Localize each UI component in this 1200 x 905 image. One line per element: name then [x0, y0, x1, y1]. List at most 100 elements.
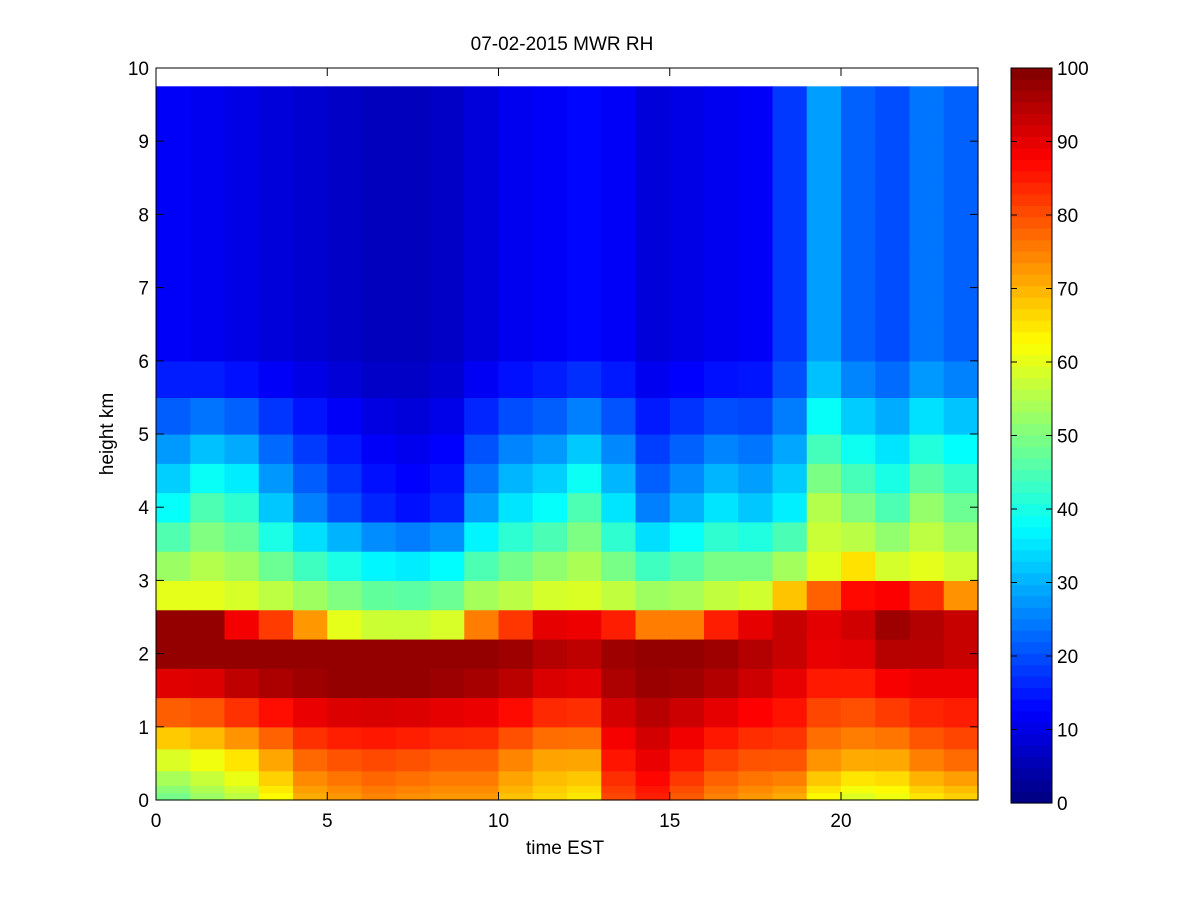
heatmap-cell — [943, 580, 979, 611]
colorbar-segment — [1011, 584, 1052, 597]
heatmap-cell — [943, 609, 979, 640]
heatmap-cell — [327, 551, 363, 581]
heatmap-cell — [567, 492, 602, 523]
heatmap-cell — [532, 287, 568, 325]
colorbar-segment — [1011, 550, 1052, 563]
heatmap-cell — [909, 86, 945, 106]
y-tick-label: 0 — [138, 791, 149, 812]
heatmap-cell — [841, 748, 876, 772]
heatmap-cell — [327, 463, 363, 494]
heatmap-cell — [327, 785, 363, 794]
heatmap-cell — [909, 748, 945, 772]
heatmap-cell — [909, 792, 945, 801]
heatmap-cell — [841, 86, 876, 106]
heatmap-cell — [772, 463, 808, 494]
heatmap-cell — [738, 86, 774, 106]
heatmap-cell — [293, 141, 328, 179]
heatmap-cell — [156, 287, 191, 325]
heatmap-cell — [190, 726, 226, 750]
heatmap-cell — [943, 251, 979, 289]
colorbar-segment — [1011, 68, 1052, 81]
colorbar-segment — [1011, 320, 1052, 333]
heatmap-cell — [498, 770, 534, 786]
heatmap-cell — [430, 463, 465, 494]
colorbar-segment — [1011, 446, 1052, 460]
heatmap-cell — [772, 697, 808, 728]
heatmap-cell — [772, 580, 808, 611]
heatmap-cell — [156, 214, 191, 252]
heatmap-cell — [498, 792, 534, 801]
heatmap-cell — [909, 770, 945, 786]
heatmap-cell — [430, 521, 465, 552]
heatmap-cell — [909, 324, 945, 362]
heatmap-cell — [498, 668, 534, 699]
heatmap-cell — [156, 463, 191, 494]
heatmap-cell — [601, 580, 637, 611]
colorbar-segment — [1011, 240, 1052, 253]
heatmap-cell — [156, 748, 191, 772]
heatmap-cell — [156, 726, 191, 750]
heatmap-cell — [909, 785, 945, 794]
colorbar-segment — [1011, 458, 1052, 471]
heatmap-cell — [841, 104, 876, 142]
heatmap-cell — [224, 434, 260, 464]
heatmap-cell — [669, 287, 705, 325]
heatmap-cell — [498, 551, 534, 581]
colorbar-segment — [1011, 504, 1052, 517]
colorbar-segment — [1011, 332, 1052, 345]
heatmap-cell — [841, 792, 876, 801]
heatmap-cell — [841, 324, 876, 362]
heatmap-cell — [806, 324, 842, 362]
heatmap-cell — [738, 638, 774, 669]
heatmap-cell — [567, 748, 602, 772]
heatmap-cell — [532, 360, 568, 398]
colorbar-segment — [1011, 561, 1052, 574]
heatmap-cell — [190, 697, 226, 728]
heatmap-cell — [361, 214, 397, 252]
heatmap-cell — [395, 551, 431, 581]
heatmap-cell — [567, 609, 602, 640]
heatmap-cell — [430, 726, 465, 750]
colorbar-segment — [1011, 676, 1052, 689]
y-tick-label: 5 — [138, 425, 149, 446]
heatmap-cells — [156, 86, 979, 801]
heatmap-cell — [224, 748, 260, 772]
heatmap-cell — [669, 104, 705, 142]
heatmap-cell — [704, 360, 739, 398]
heatmap-cell — [361, 697, 397, 728]
heatmap-cell — [430, 638, 465, 669]
heatmap-cell — [258, 770, 294, 786]
heatmap-cell — [601, 287, 637, 325]
heatmap-cell — [498, 580, 534, 611]
heatmap-cell — [738, 324, 774, 362]
y-tick-label: 4 — [138, 498, 149, 519]
heatmap-cell — [738, 521, 774, 552]
heatmap-cell — [669, 86, 705, 106]
heatmap-cell — [635, 463, 671, 494]
heatmap-cell — [841, 463, 876, 494]
heatmap-cell — [258, 580, 294, 611]
heatmap-cell — [532, 177, 568, 215]
colorbar-segment — [1011, 401, 1052, 414]
heatmap-cell — [875, 748, 911, 772]
heatmap-cell — [190, 492, 226, 523]
heatmap-cell — [704, 177, 739, 215]
heatmap-cell — [841, 177, 876, 215]
heatmap-cell — [567, 551, 602, 581]
heatmap-cell — [293, 397, 328, 435]
heatmap-cell — [601, 397, 637, 435]
heatmap-cell — [635, 86, 671, 106]
heatmap-cell — [772, 551, 808, 581]
heatmap-cell — [532, 251, 568, 289]
heatmap-cell — [293, 609, 328, 640]
heatmap-cell — [909, 521, 945, 552]
heatmap-cell — [293, 177, 328, 215]
heatmap-cell — [806, 397, 842, 435]
heatmap-cell — [293, 492, 328, 523]
colorbar-segment — [1011, 768, 1052, 781]
heatmap-cell — [601, 609, 637, 640]
heatmap-cell — [293, 434, 328, 464]
heatmap-cell — [430, 668, 465, 699]
colorbar-tick-label: 100 — [1057, 59, 1089, 80]
